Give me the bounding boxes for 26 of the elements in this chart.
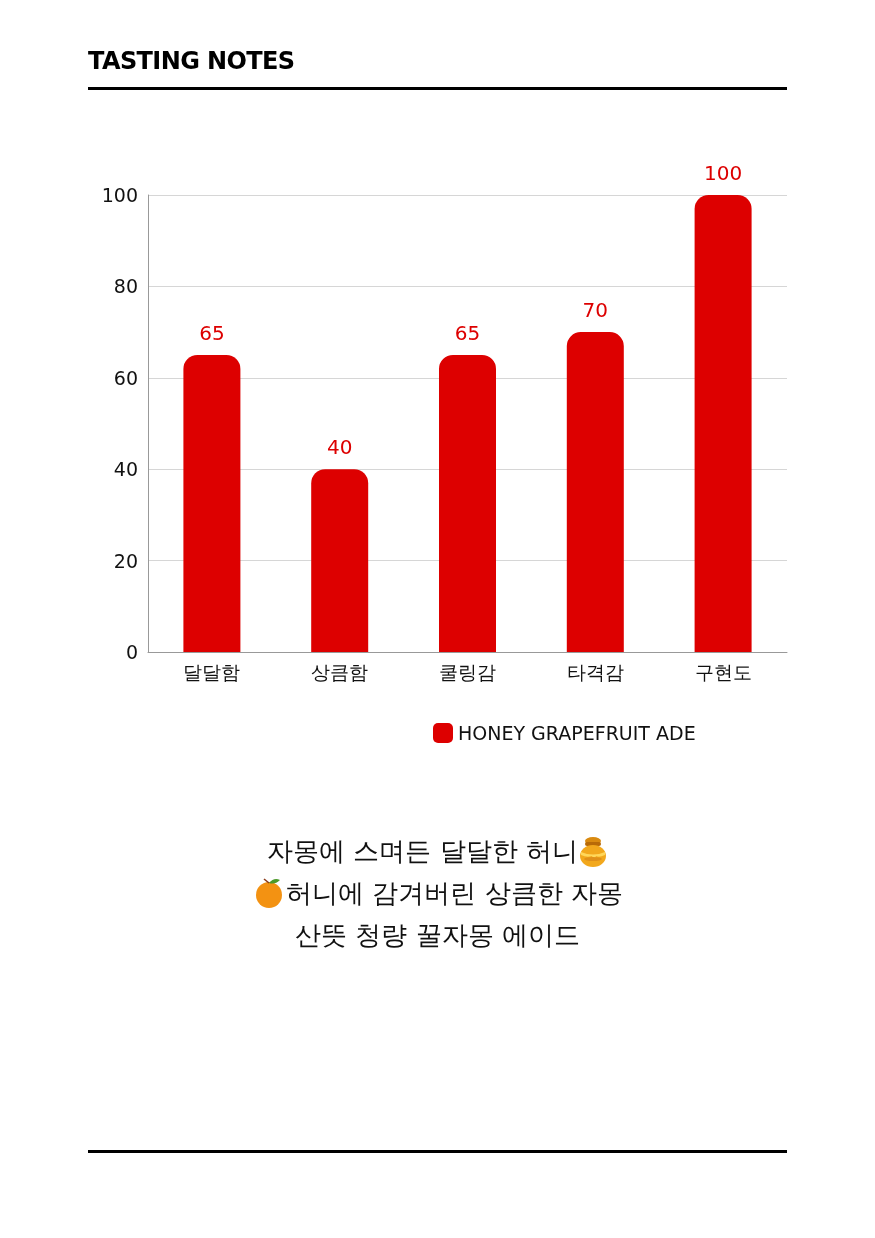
y-tick-label: 40 [113, 458, 138, 481]
chart-title: TASTING NOTES [88, 47, 295, 75]
text: 산뜻 청량 꿀자몽 에이드 [295, 918, 580, 952]
legend-label: HONEY GRAPEFRUIT ADE [458, 722, 696, 744]
text: 자몽에 스며든 달달한 허니 [267, 834, 578, 868]
y-tick-label: 80 [113, 275, 138, 298]
y-tick-label: 60 [113, 366, 138, 389]
data-label: 40 [326, 435, 353, 460]
y-tick-label: 0 [125, 641, 138, 663]
x-tick-label: 구현도 [694, 660, 752, 683]
x-tick-label: 상큼함 [311, 660, 369, 683]
bar [183, 354, 241, 652]
y-tick-label: 20 [113, 549, 138, 572]
x-tick-label: 쿨링감 [439, 660, 496, 683]
bar [566, 332, 624, 652]
data-label: 70 [582, 298, 609, 323]
bar [439, 354, 496, 652]
data-label: 100 [704, 161, 743, 185]
y-tick-label: 100 [101, 184, 138, 206]
data-label: 65 [454, 320, 481, 345]
x-tick-label: 타격감 [566, 660, 624, 683]
x-tick-label: 달달함 [183, 660, 241, 683]
bar [694, 195, 752, 652]
text: 허니에 감겨버린 상큼한 자몽 [286, 876, 623, 910]
bar [311, 469, 369, 652]
data-label: 65 [199, 320, 225, 345]
